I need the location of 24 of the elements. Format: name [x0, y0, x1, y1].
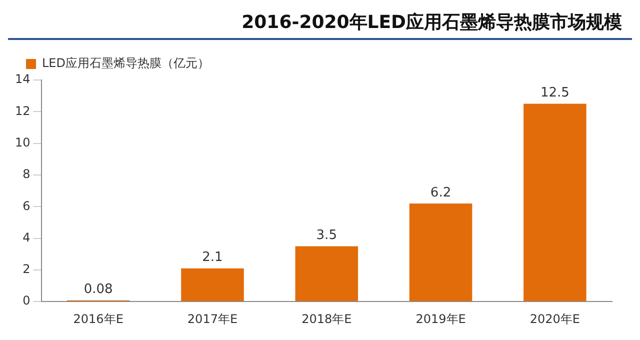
data-label: 2.1 [202, 250, 223, 266]
y-tick-label: 8 [22, 167, 30, 182]
chart-title: 2016-2020年LED应用石墨烯导热膜市场规模 [8, 8, 632, 40]
x-tick-label: 2020年E [530, 312, 580, 326]
bar [295, 246, 358, 302]
y-tick-label: 2 [22, 262, 30, 276]
x-tick-label: 2016年E [73, 312, 124, 326]
data-label: 0.08 [84, 282, 113, 298]
bar [181, 268, 244, 302]
y-tick-label: 4 [22, 230, 30, 244]
y-tick-label: 14 [14, 72, 30, 86]
x-tick-label: 2019年E [416, 312, 466, 326]
bar [409, 203, 472, 302]
data-label: 6.2 [430, 185, 452, 200]
y-tick-label: 12 [14, 104, 30, 118]
data-label: 3.5 [316, 228, 337, 244]
bar [524, 104, 586, 302]
x-tick-label: 2018年E [302, 312, 352, 326]
x-tick-label: 2017年E [187, 312, 238, 326]
data-label: 12.5 [540, 86, 570, 101]
y-tick-label: 0 [22, 294, 30, 308]
y-tick-label: 6 [22, 198, 30, 213]
legend-label: LED应用石墨烯导热膜（亿元） [42, 56, 210, 70]
y-tick-label: 10 [14, 135, 30, 150]
